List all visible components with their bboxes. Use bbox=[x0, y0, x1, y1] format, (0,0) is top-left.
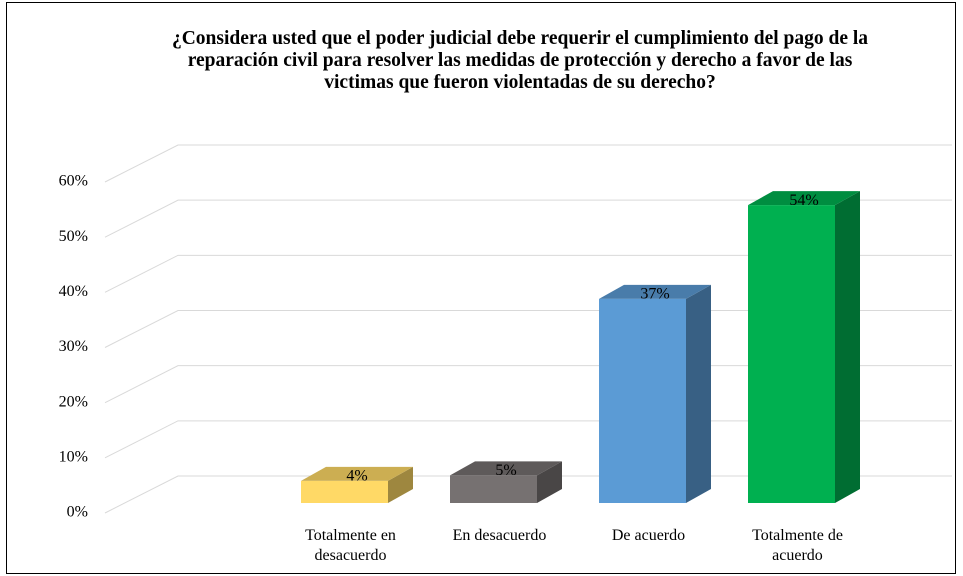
bar-top bbox=[748, 191, 860, 206]
bar-side bbox=[686, 284, 711, 503]
data-label: 54% bbox=[789, 192, 818, 209]
chart-frame bbox=[6, 2, 956, 574]
y-tick-label: 10% bbox=[59, 449, 88, 466]
data-label: 5% bbox=[495, 462, 516, 479]
bar-top bbox=[450, 461, 562, 476]
data-label: 4% bbox=[346, 468, 367, 485]
y-tick-label: 30% bbox=[59, 338, 88, 355]
x-tick-label: En desacuerdo bbox=[452, 527, 547, 544]
grid-line bbox=[104, 199, 952, 238]
y-tick-label: 20% bbox=[59, 393, 88, 410]
bar bbox=[450, 475, 537, 503]
bar-side bbox=[388, 466, 413, 503]
y-tick-label: 40% bbox=[59, 283, 88, 300]
bar-side bbox=[835, 191, 860, 503]
y-tick-label: 50% bbox=[59, 228, 88, 245]
grid-line bbox=[104, 144, 952, 183]
bar-top bbox=[301, 466, 413, 481]
chart-title: ¿Considera usted que el poder judicial d… bbox=[171, 28, 869, 93]
data-label: 37% bbox=[640, 286, 669, 303]
bar-side bbox=[537, 461, 562, 503]
bar bbox=[599, 298, 686, 503]
bar bbox=[748, 205, 835, 503]
grid-line bbox=[104, 254, 952, 293]
x-tick-label: Totalmente de acuerdo bbox=[752, 527, 843, 564]
bar-top bbox=[599, 284, 711, 299]
bar bbox=[301, 480, 388, 503]
x-tick-label: De acuerdo bbox=[611, 527, 686, 544]
y-tick-label: 0% bbox=[67, 504, 88, 521]
y-tick-label: 60% bbox=[59, 173, 88, 190]
x-tick-label: Totalmente en desacuerdo bbox=[305, 527, 396, 564]
